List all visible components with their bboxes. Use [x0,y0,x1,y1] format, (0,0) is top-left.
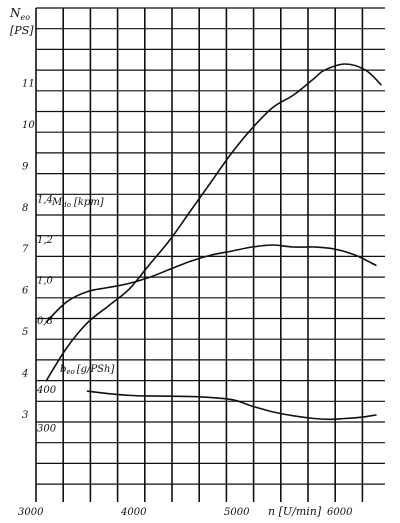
torque-axis-label-main: M [51,197,63,208]
consumption-tick-label: 400 [36,385,57,396]
power-tick-label: 3 [22,410,28,421]
x-axis-label: n [U/min] [268,505,322,518]
tick-labels: 3000 4000 5000 6000 3 4 5 6 7 8 9 10 11 0,8 1,0 1,2 1,4 3… [18,79,353,518]
power-tick-label: 10 [22,120,35,131]
power-tick-label: 9 [22,161,29,172]
torque-curve [45,244,377,323]
power-tick-label: 4 [21,368,28,379]
power-curve [45,63,382,382]
power-axis-label: Neo [9,6,30,22]
consumption-axis-unit: [g/PSh] [77,364,115,375]
torque-tick-label: 1,4 [37,195,53,206]
grid [35,7,385,502]
x-tick-label: 6000 [327,507,353,518]
torque-tick-label: 1,0 [37,276,54,287]
x-tick-label: 3000 [18,507,44,518]
consumption-curve [86,390,377,421]
power-tick-label: 5 [22,327,28,338]
power-tick-label: 8 [22,203,28,214]
torque-axis-label: Mdo [kpm] [51,197,104,209]
power-axis-label-sub: eo [21,13,31,22]
torque-axis-unit: [kpm] [74,197,104,208]
consumption-tick-label: 300 [37,424,57,435]
curves [45,63,382,421]
power-tick-label: 11 [22,79,35,90]
torque-tick-label: 1,2 [37,235,53,246]
consumption-axis-label-sub: eo [66,368,74,376]
torque-tick-label: 0,8 [37,316,53,327]
consumption-axis-label: beo [g/PSh] [60,364,114,376]
power-axis-label-main: N [9,6,21,20]
power-axis-unit: [PS] [10,24,34,37]
x-tick-label: 5000 [224,507,250,518]
torque-axis-label-sub: do [62,201,71,209]
power-tick-label: 7 [22,244,29,255]
consumption-axis-label-main: b [60,364,66,375]
x-tick-label: 4000 [120,507,147,518]
power-tick-label: 6 [22,286,29,297]
